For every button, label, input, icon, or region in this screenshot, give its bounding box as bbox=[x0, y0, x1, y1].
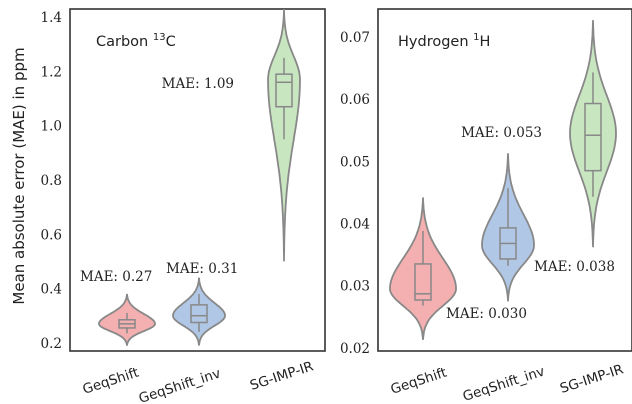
violin-GeqShift bbox=[389, 197, 457, 340]
y-tick-label: 0.07 bbox=[340, 30, 370, 46]
y-axis-label: Mean absolute error (MAE) in ppm bbox=[10, 47, 28, 304]
mae-label: MAE: 0.038 bbox=[534, 259, 615, 275]
x-tick-label: SG-IMP-IR bbox=[248, 358, 315, 393]
y-tick-label: 0.04 bbox=[340, 217, 370, 233]
box-iqr bbox=[190, 304, 208, 324]
box-iqr bbox=[584, 102, 602, 172]
y-tick-label: 0.4 bbox=[41, 282, 62, 298]
mae-label: MAE: 1.09 bbox=[162, 76, 234, 92]
y-tick-label: 0.6 bbox=[41, 227, 62, 243]
y-tick-label: 1.4 bbox=[41, 10, 62, 26]
box-iqr bbox=[414, 263, 432, 301]
hydrogen-panel: 0.02 0.03 0.04 0.05 0.06 0.07 MAE: 0.030 GeqShi… bbox=[340, 8, 632, 404]
panel-title: Hydrogen 1H bbox=[398, 32, 490, 50]
panel-title: Carbon 13C bbox=[96, 32, 176, 50]
y-tick-label: 0.06 bbox=[340, 92, 370, 108]
violin-SG-IMP-IR bbox=[569, 20, 617, 248]
y-tick-label: 0.2 bbox=[41, 336, 62, 352]
y-tick-label: 0.8 bbox=[41, 173, 62, 189]
carbon-panel: 0.2 0.4 0.6 0.8 1.0 1.2 1.4 MAE: 0.27 GeqShift MA… bbox=[41, 8, 326, 404]
x-tick-label: GeqShift bbox=[389, 365, 449, 398]
y-tick-label: 1.0 bbox=[41, 119, 62, 135]
x-tick-label: SG-IMP-IR bbox=[558, 361, 625, 396]
x-tick-label: GeqShift bbox=[81, 365, 141, 398]
x-tick-label: GeqShift_inv bbox=[137, 365, 223, 404]
mae-label: MAE: 0.31 bbox=[166, 261, 238, 277]
mae-label: MAE: 0.030 bbox=[446, 306, 527, 322]
x-tick-label: GeqShift_inv bbox=[461, 363, 547, 404]
y-tick-label: 0.05 bbox=[340, 154, 370, 170]
y-tick-label: 0.03 bbox=[340, 279, 370, 295]
y-tick-label: 1.2 bbox=[41, 64, 62, 80]
mae-label: MAE: 0.053 bbox=[461, 125, 542, 141]
plot-frame bbox=[377, 8, 632, 352]
violin-GeqShift_inv bbox=[172, 277, 226, 346]
box-iqr bbox=[275, 73, 293, 108]
plot-frame bbox=[69, 8, 326, 352]
mae-label: MAE: 0.27 bbox=[80, 269, 152, 285]
y-tick-label: 0.02 bbox=[340, 341, 370, 357]
